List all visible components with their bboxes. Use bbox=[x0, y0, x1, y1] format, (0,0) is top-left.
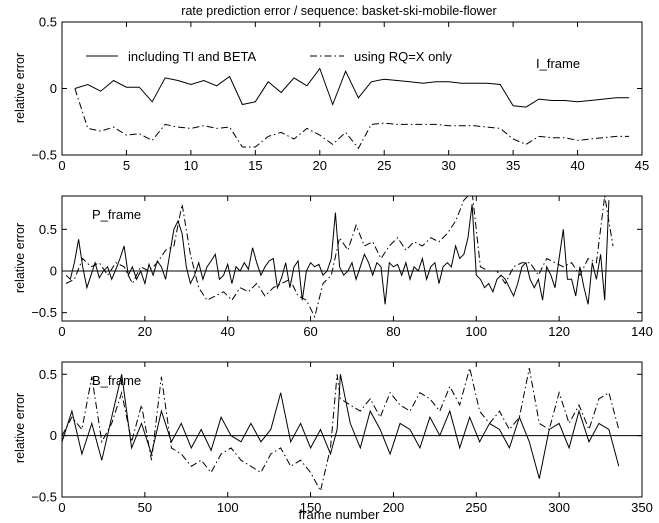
x-tick-label: 25 bbox=[377, 158, 391, 173]
series-dashdot-line bbox=[65, 196, 614, 319]
series-dashdot-line bbox=[62, 367, 620, 493]
frame-type-annotation: I_frame bbox=[536, 56, 580, 71]
plot-frame bbox=[61, 361, 643, 498]
x-tick-label: 45 bbox=[635, 158, 649, 173]
series-solid-line bbox=[74, 67, 630, 108]
x-tick-label: 0 bbox=[58, 324, 65, 339]
x-tick-label: 10 bbox=[184, 158, 198, 173]
x-tick-label: 0 bbox=[58, 500, 65, 515]
y-axis-label: relative error bbox=[13, 223, 27, 293]
x-tick-label: 40 bbox=[570, 158, 584, 173]
y-axis-label: relative error bbox=[13, 53, 27, 123]
x-tick-label: 0 bbox=[58, 158, 65, 173]
frame-type-annotation: P_frame bbox=[92, 207, 141, 222]
legend-label: using RQ=X only bbox=[354, 49, 452, 64]
y-tick-label: 0.5 bbox=[39, 222, 57, 237]
x-axis-label: frame number bbox=[299, 507, 381, 522]
x-tick-label: 150 bbox=[300, 500, 322, 515]
x-tick-label: 35 bbox=[506, 158, 520, 173]
frame-type-annotation: B_frame bbox=[92, 373, 141, 388]
x-tick-label: 80 bbox=[386, 324, 400, 339]
y-tick-label: −0.5 bbox=[31, 305, 57, 320]
y-tick-label: 0 bbox=[50, 264, 57, 279]
y-tick-label: 0 bbox=[50, 81, 57, 96]
y-tick-label: 0.5 bbox=[39, 367, 57, 382]
legend: including TI and BETA using RQ=X only bbox=[86, 49, 452, 64]
x-tick-label: 350 bbox=[631, 500, 653, 515]
plot-frame bbox=[61, 195, 643, 322]
figure-title: rate prediction error / sequence: basket… bbox=[181, 4, 496, 18]
y-axis-label: relative error bbox=[13, 393, 27, 463]
x-tick-label: 20 bbox=[313, 158, 327, 173]
y-tick-label: 0.5 bbox=[39, 15, 57, 30]
series-solid-line bbox=[62, 374, 620, 479]
x-tick-label: 5 bbox=[123, 158, 130, 173]
y-tick-label: 0 bbox=[50, 428, 57, 443]
x-tick-label: 120 bbox=[548, 324, 570, 339]
x-tick-label: 140 bbox=[631, 324, 653, 339]
y-tick-label: −0.5 bbox=[31, 490, 57, 505]
x-tick-label: 40 bbox=[220, 324, 234, 339]
series-dashdot-line bbox=[74, 88, 630, 150]
legend-label: including TI and BETA bbox=[128, 49, 256, 64]
x-tick-label: 30 bbox=[441, 158, 455, 173]
x-tick-label: 15 bbox=[248, 158, 262, 173]
x-tick-label: 250 bbox=[465, 500, 487, 515]
x-tick-label: 50 bbox=[138, 500, 152, 515]
x-tick-label: 300 bbox=[548, 500, 570, 515]
x-tick-label: 200 bbox=[383, 500, 405, 515]
y-tick-label: −0.5 bbox=[31, 148, 57, 163]
x-tick-label: 100 bbox=[465, 324, 487, 339]
x-tick-label: 60 bbox=[303, 324, 317, 339]
x-tick-label: 20 bbox=[138, 324, 152, 339]
x-tick-label: 100 bbox=[217, 500, 239, 515]
